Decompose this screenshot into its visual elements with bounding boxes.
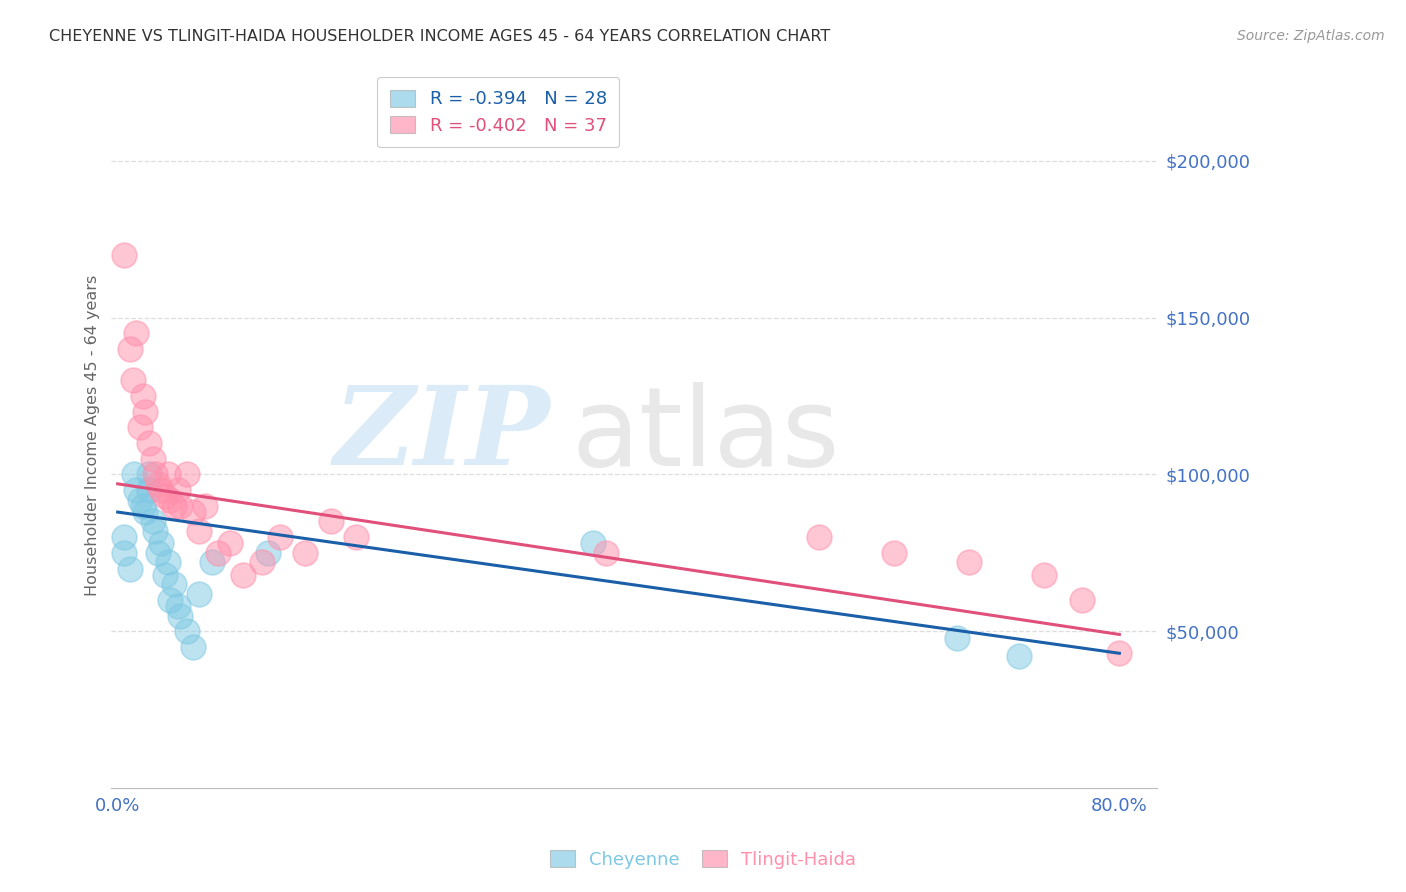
Point xyxy=(112,546,135,560)
Point xyxy=(269,530,291,544)
Point xyxy=(1070,593,1092,607)
Point xyxy=(807,530,830,544)
Point xyxy=(163,499,186,513)
Legend: R = -0.394   N = 28, R = -0.402   N = 37: R = -0.394 N = 28, R = -0.402 N = 37 xyxy=(377,77,619,147)
Point xyxy=(582,536,605,550)
Point xyxy=(132,499,155,513)
Point xyxy=(1033,567,1056,582)
Point xyxy=(181,505,204,519)
Point xyxy=(169,608,191,623)
Point xyxy=(207,546,229,560)
Point xyxy=(344,530,367,544)
Point xyxy=(1008,649,1031,664)
Point xyxy=(129,492,152,507)
Text: CHEYENNE VS TLINGIT-HAIDA HOUSEHOLDER INCOME AGES 45 - 64 YEARS CORRELATION CHAR: CHEYENNE VS TLINGIT-HAIDA HOUSEHOLDER IN… xyxy=(49,29,831,44)
Text: atlas: atlas xyxy=(571,382,839,489)
Text: ZIP: ZIP xyxy=(333,382,551,489)
Point xyxy=(1108,646,1130,660)
Point xyxy=(121,373,143,387)
Point xyxy=(595,546,617,560)
Point xyxy=(169,499,191,513)
Point xyxy=(200,555,222,569)
Point xyxy=(142,515,165,529)
Point xyxy=(181,640,204,654)
Point xyxy=(146,476,169,491)
Point xyxy=(257,546,280,560)
Point xyxy=(232,567,254,582)
Point xyxy=(143,467,166,482)
Point xyxy=(120,561,142,575)
Point xyxy=(945,631,967,645)
Point xyxy=(150,483,173,497)
Point xyxy=(166,599,188,614)
Point xyxy=(156,555,179,569)
Point xyxy=(129,420,152,434)
Point xyxy=(120,342,142,356)
Point xyxy=(112,530,135,544)
Point xyxy=(134,505,156,519)
Point xyxy=(134,404,156,418)
Point xyxy=(156,467,179,482)
Point xyxy=(138,436,160,450)
Point xyxy=(176,624,198,639)
Point xyxy=(146,546,169,560)
Point xyxy=(176,467,198,482)
Point xyxy=(125,326,148,341)
Point xyxy=(250,555,273,569)
Point xyxy=(142,451,165,466)
Point xyxy=(155,489,177,503)
Legend: Cheyenne, Tlingit-Haida: Cheyenne, Tlingit-Haida xyxy=(543,843,863,876)
Point xyxy=(163,577,186,591)
Point xyxy=(125,483,148,497)
Point xyxy=(143,524,166,538)
Point xyxy=(957,555,980,569)
Y-axis label: Householder Income Ages 45 - 64 years: Householder Income Ages 45 - 64 years xyxy=(86,275,100,596)
Point xyxy=(159,593,181,607)
Point xyxy=(122,467,145,482)
Point xyxy=(219,536,242,550)
Point xyxy=(188,587,211,601)
Point xyxy=(319,515,342,529)
Point xyxy=(188,524,211,538)
Point xyxy=(159,492,181,507)
Point xyxy=(138,467,160,482)
Point xyxy=(166,483,188,497)
Point xyxy=(294,546,316,560)
Point xyxy=(155,567,177,582)
Point xyxy=(194,499,217,513)
Point xyxy=(883,546,905,560)
Point xyxy=(138,483,160,497)
Point xyxy=(112,248,135,262)
Text: Source: ZipAtlas.com: Source: ZipAtlas.com xyxy=(1237,29,1385,43)
Point xyxy=(132,389,155,403)
Point xyxy=(150,536,173,550)
